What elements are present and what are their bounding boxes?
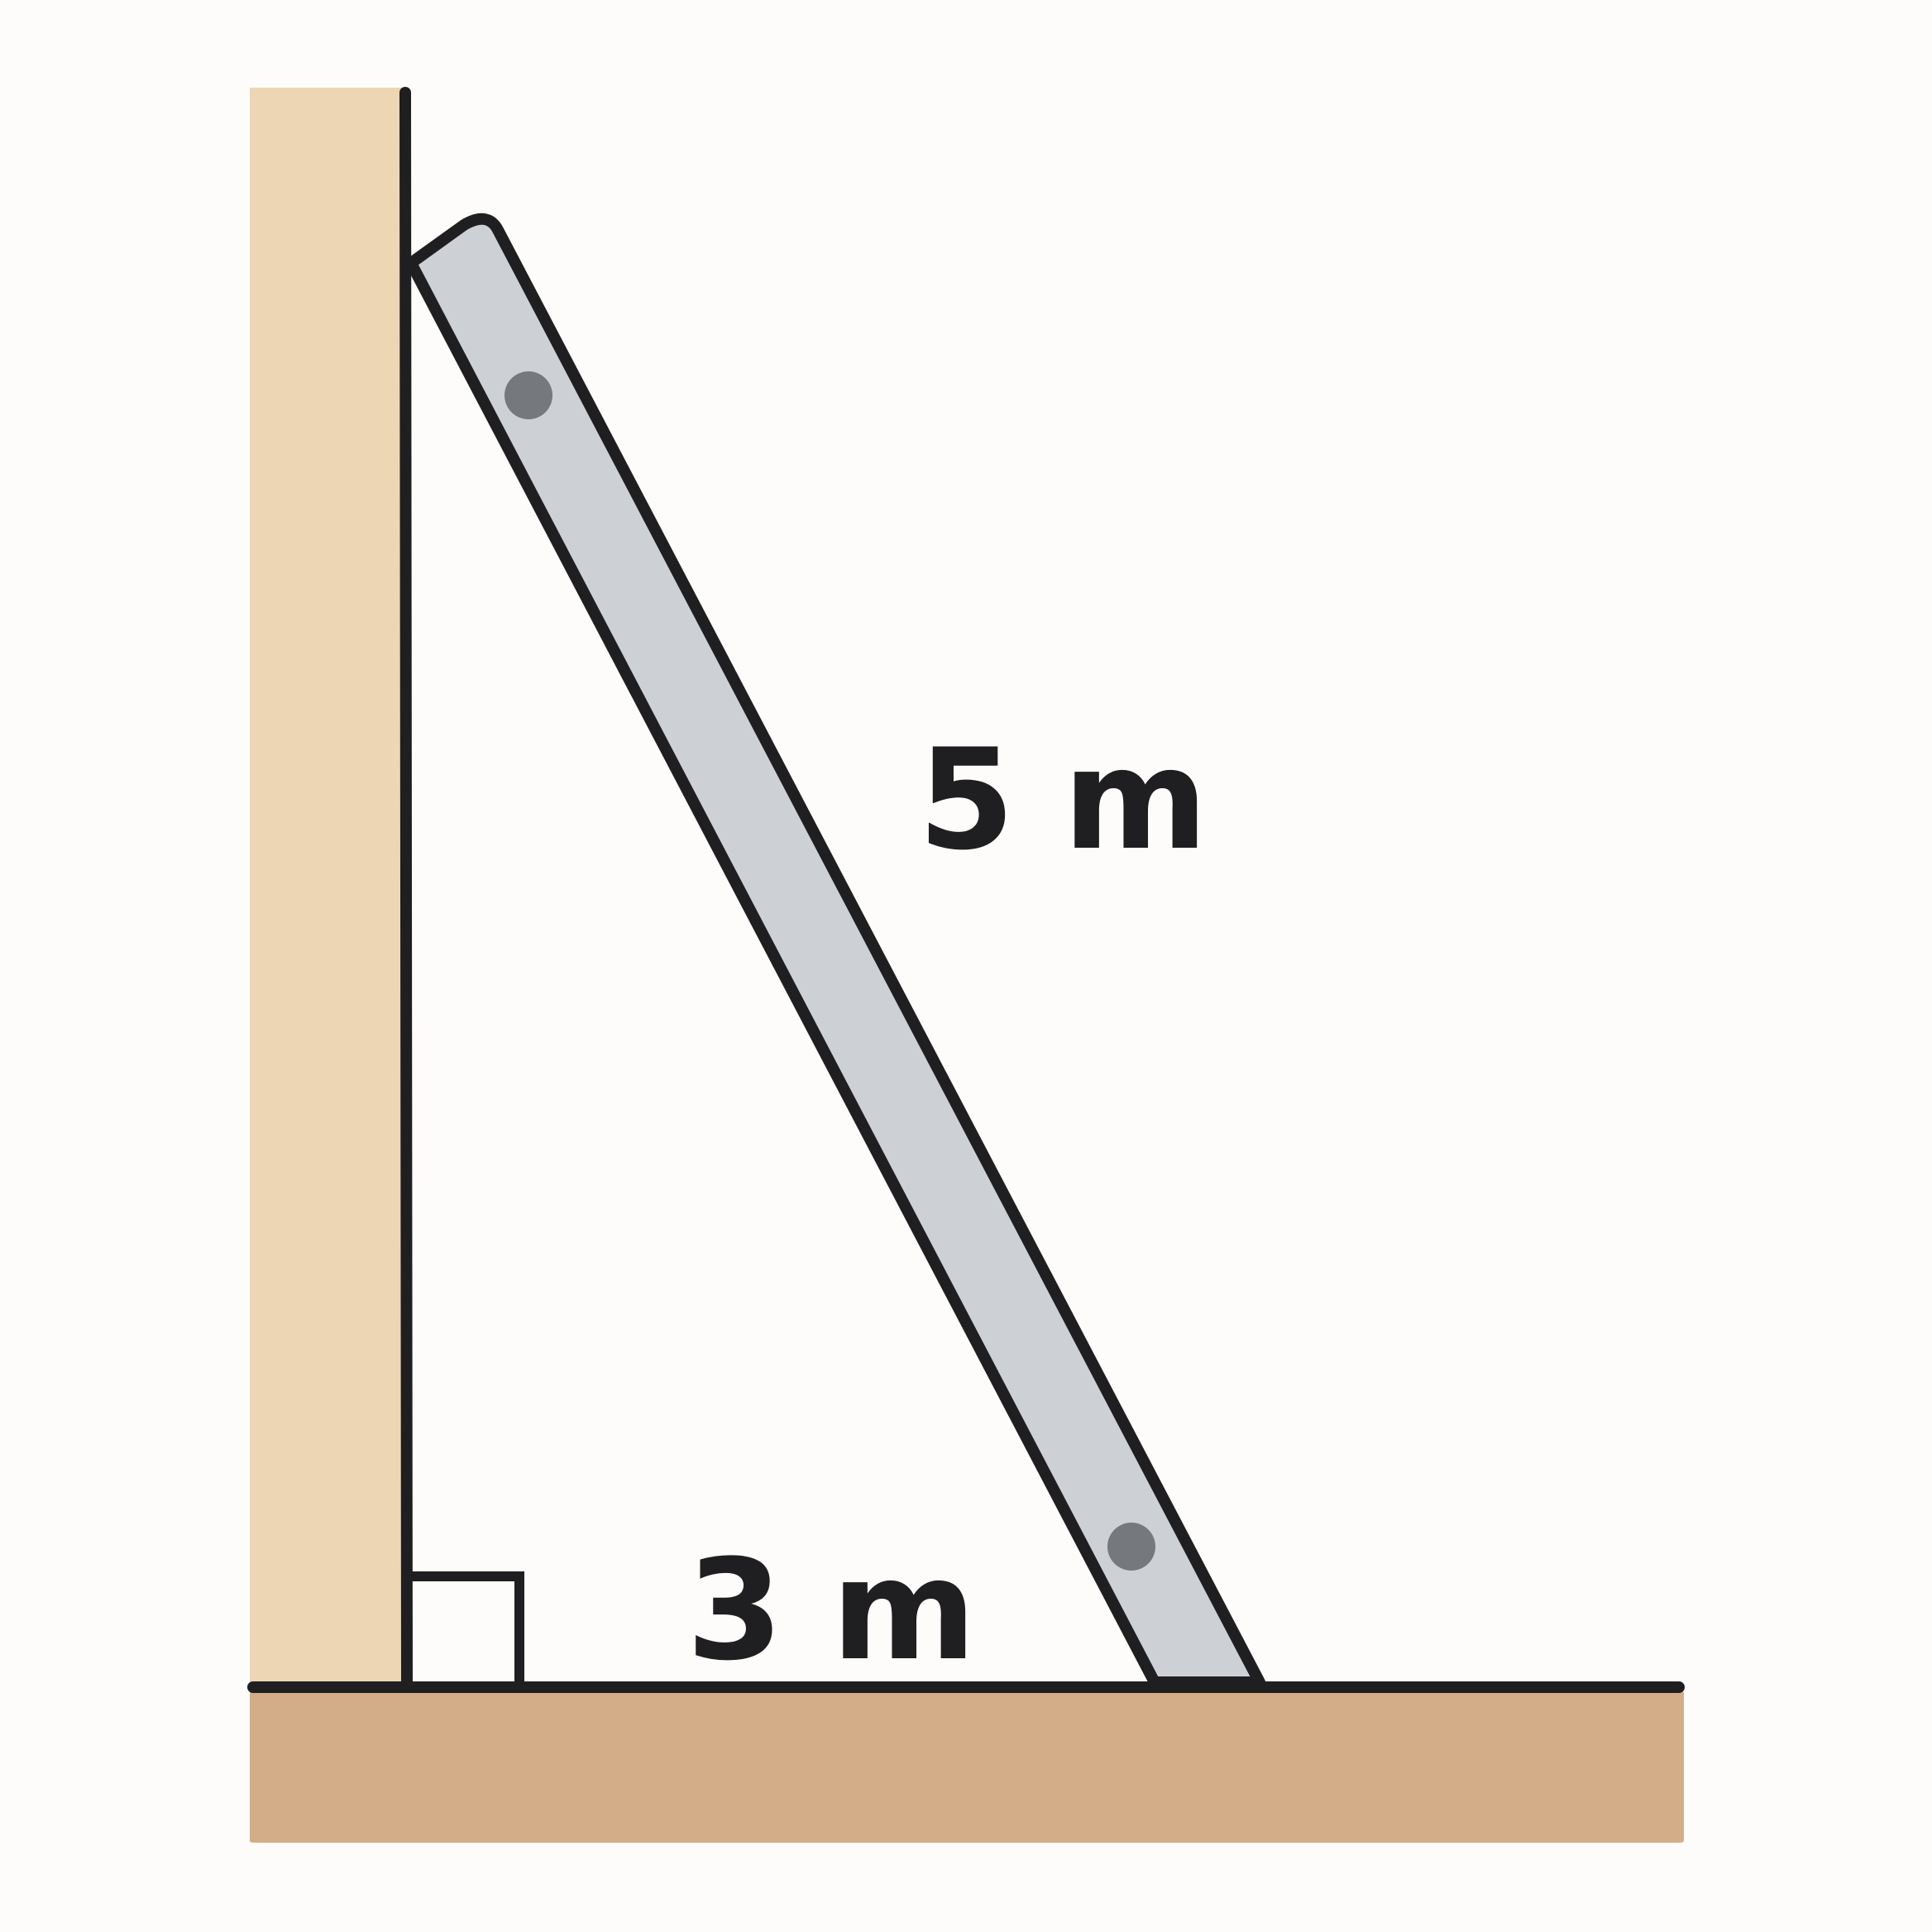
wall-edge-line — [399, 87, 413, 1693]
ladder-length-label: 5 m — [918, 719, 1208, 881]
ladder — [405, 213, 1265, 1688]
right-angle-marker — [407, 1571, 524, 1687]
wall — [250, 88, 405, 1690]
ground — [250, 1690, 1684, 1843]
ladder-rivet-top — [505, 371, 552, 419]
base-distance-label: 3 m — [686, 1529, 976, 1691]
ladder-rivet-bottom — [1107, 1523, 1155, 1571]
